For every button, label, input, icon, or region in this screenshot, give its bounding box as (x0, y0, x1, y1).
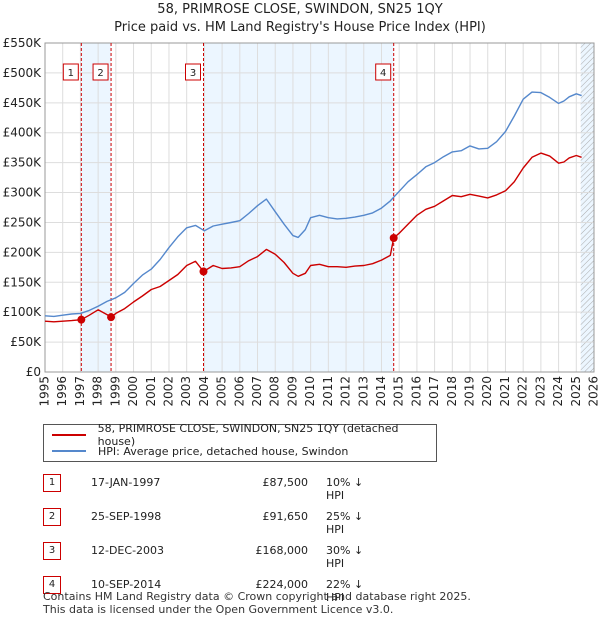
x-tick-label: 2008 (268, 376, 282, 407)
footer-copyright: Contains HM Land Registry data © Crown c… (43, 590, 471, 603)
x-tick-label: 1997 (73, 376, 87, 407)
legend-item-hpi: HPI: Average price, detached house, Swin… (52, 443, 348, 459)
sale-period-shading (203, 43, 394, 372)
sale-date: 17-JAN-1997 (91, 476, 161, 489)
hpi-line (44, 91, 582, 318)
sale-number-badge: 1 (43, 474, 61, 492)
legend-swatch-hpi (52, 450, 86, 452)
legend: 58, PRIMROSE CLOSE, SWINDON, SN25 1QY (d… (43, 422, 437, 462)
sale-number-badge: 4 (43, 576, 61, 594)
sale-point (199, 267, 208, 276)
price-chart: £0 £50K £100K £150K £200K £250K £300K £350K £400… (3, 36, 600, 407)
x-tick-label: 2022 (516, 376, 530, 407)
y-tick-label: £200K (3, 245, 43, 259)
sale-number-box (185, 63, 202, 81)
sale-price: £87,500 (262, 476, 309, 489)
sale-point (107, 313, 116, 322)
x-tick-label: 2024 (551, 376, 565, 407)
y-tick-label: £250K (3, 215, 43, 229)
legend-label-hpi: HPI: Average price, detached house, Swin… (98, 444, 349, 458)
x-tick-label: 2011 (321, 376, 335, 407)
sale-number-box (375, 63, 392, 81)
y-tick-label: £100K (3, 305, 43, 319)
sale-price: £91,650 (262, 510, 309, 523)
x-tick-label: 1999 (108, 376, 122, 407)
sale-period-shading (81, 43, 112, 372)
x-tick-label: 1995 (38, 376, 52, 407)
x-tick-label: 2019 (463, 376, 477, 407)
sale-number-label: 4 (380, 68, 386, 79)
y-tick-label: £450K (3, 96, 43, 110)
forecast-hatch (580, 43, 594, 372)
sale-row: 3 12-DEC-2003 £168,000 30% ↓ HPI (43, 540, 383, 574)
y-tick-label: £150K (3, 275, 43, 289)
sale-hpi-diff: 22% ↓ HPI (326, 578, 364, 604)
x-tick-label: 2005 (215, 376, 229, 407)
x-tick-label: 2017 (427, 376, 441, 407)
x-tick-label: 2009 (285, 376, 299, 407)
sale-hpi-diff: 30% ↓ HPI (326, 544, 364, 570)
y-tick-label: £300K (3, 186, 43, 200)
sale-date: 12-DEC-2003 (91, 544, 165, 557)
x-tick-label: 2000 (126, 376, 140, 407)
sale-number-badge: 2 (43, 508, 61, 526)
sale-number-label: 1 (68, 68, 74, 79)
x-tick-label: 2014 (374, 376, 388, 407)
chart-subtitle: Price paid vs. HM Land Registry's House … (114, 20, 486, 35)
sale-price: £224,000 (255, 578, 309, 591)
x-tick-label: 2026 (587, 376, 600, 407)
legend-label-property: 58, PRIMROSE CLOSE, SWINDON, SN25 1QY (d… (97, 422, 399, 448)
chart-title: 58, PRIMROSE CLOSE, SWINDON, SN25 1QY (157, 2, 443, 17)
sale-hpi-diff: 10% ↓ HPI (326, 476, 364, 502)
legend-swatch-property (52, 434, 86, 436)
sale-date: 10-SEP-2014 (91, 578, 162, 591)
sale-row: 2 25-SEP-1998 £91,650 25% ↓ HPI (43, 506, 383, 540)
x-tick-label: 2023 (533, 376, 547, 407)
x-tick-label: 2025 (569, 376, 583, 407)
sales-table: 1 17-JAN-1997 £87,500 10% ↓ HPI 2 25-SEP… (43, 472, 383, 608)
x-tick-label: 2016 (409, 376, 423, 407)
x-tick-label: 2004 (197, 376, 211, 407)
x-tick-label: 2020 (480, 376, 494, 407)
x-tick-label: 2006 (232, 376, 246, 407)
y-tick-label: £400K (3, 126, 43, 140)
y-tick-label: £350K (3, 156, 43, 170)
footer: Contains HM Land Registry data © Crown c… (43, 590, 471, 616)
sale-number-label: 2 (97, 68, 103, 79)
sale-point (77, 315, 86, 324)
plot-frame (44, 42, 595, 373)
y-tick-label: £0 (26, 365, 41, 379)
sale-hpi-diff: 25% ↓ HPI (326, 510, 364, 536)
x-tick-label: 2018 (445, 376, 459, 407)
y-tick-label: £550K (3, 36, 43, 50)
x-tick-label: 1996 (55, 376, 69, 407)
x-tick-label: 2001 (144, 376, 158, 407)
x-tick-label: 1998 (91, 376, 105, 407)
sale-number-label: 3 (190, 68, 196, 79)
sale-number-badge: 3 (43, 542, 61, 560)
x-tick-label: 2002 (161, 376, 175, 407)
sale-date: 25-SEP-1998 (91, 510, 162, 523)
legend-item-property: 58, PRIMROSE CLOSE, SWINDON, SN25 1QY (d… (52, 422, 436, 448)
x-tick-label: 2021 (498, 376, 512, 407)
property-price-line (44, 152, 582, 323)
x-tick-label: 2003 (179, 376, 193, 407)
x-tick-label: 2015 (392, 376, 406, 407)
sale-number-box (62, 63, 79, 81)
y-tick-label: £500K (3, 66, 43, 80)
x-tick-label: 2010 (303, 376, 317, 407)
sale-row: 4 10-SEP-2014 £224,000 22% ↓ HPI (43, 574, 383, 608)
sale-price: £168,000 (255, 544, 309, 557)
sale-point (389, 234, 398, 243)
x-tick-label: 2007 (250, 376, 264, 407)
sale-row: 1 17-JAN-1997 £87,500 10% ↓ HPI (43, 472, 383, 506)
y-tick-label: £50K (10, 335, 42, 349)
x-tick-label: 2012 (339, 376, 353, 407)
footer-licence: This data is licensed under the Open Gov… (43, 603, 394, 616)
x-tick-label: 2013 (356, 376, 370, 407)
sale-number-box (92, 63, 109, 81)
